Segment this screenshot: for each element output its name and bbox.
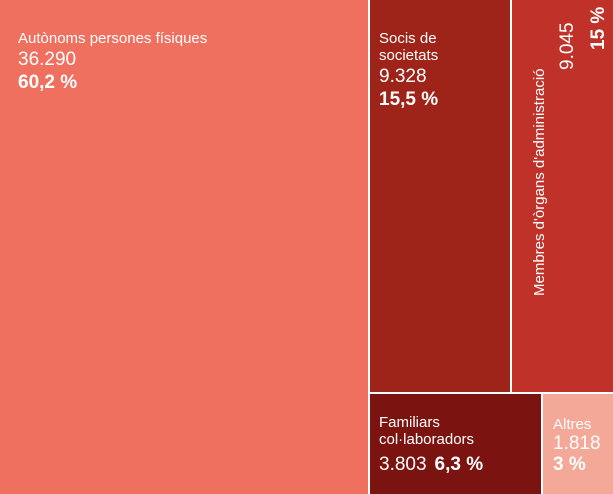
- tile-membres-label: Membres d'òrgans d'administració: [531, 68, 548, 297]
- tile-altres: Altres 1.818 3 %: [543, 394, 613, 494]
- tile-familiars: Familiars col·laboradors 3.803 6,3 %: [370, 394, 541, 494]
- tile-socis-percent: 15,5 %: [379, 89, 439, 110]
- tile-socis: Socis de societats 9.328 15,5 %: [370, 0, 510, 392]
- tile-familiars-value: 3.803: [379, 454, 427, 475]
- tile-altres-value: 1.818: [553, 433, 601, 454]
- tile-autonoms-value: 36.290: [18, 49, 77, 70]
- tile-socis-value: 9.328: [379, 66, 427, 87]
- tile-autonoms-percent: 60,2 %: [18, 72, 78, 93]
- tile-membres: Membres d'òrgans d'administració 9.045 15 …: [512, 0, 613, 392]
- tile-membres-value: 9.045: [557, 22, 578, 70]
- tile-altres-percent: 3 %: [553, 454, 586, 475]
- tile-familiars-percent: 6,3 %: [434, 454, 484, 475]
- tile-membres-percent: 15 %: [588, 6, 609, 50]
- tile-autonoms-label: Autònoms persones físiques: [18, 30, 208, 47]
- tile-familiars-label: Familiars col·laboradors: [379, 414, 475, 448]
- tile-altres-label: Altres: [553, 416, 592, 433]
- tile-socis-label: Socis de societats: [379, 30, 439, 64]
- tile-autonoms: Autònoms persones físiques 36.290 60,2 %: [0, 0, 368, 494]
